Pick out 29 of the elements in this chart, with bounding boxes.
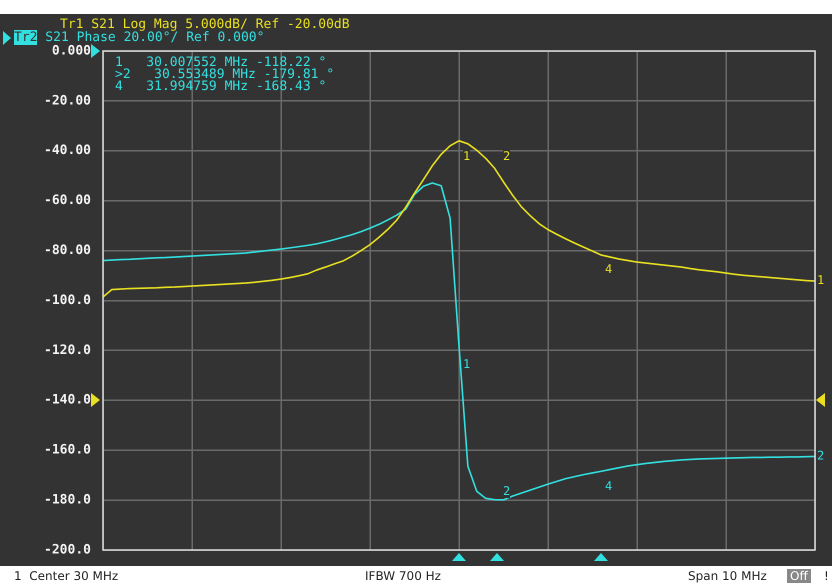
annotation: 1 30.007552 MHz -118.22 ° [115,55,326,70]
y-tick-label: -20.00 [44,93,92,108]
series-label: 2 [503,484,510,498]
text: Off [787,569,811,583]
chart-subtitle: Tr2 S21 Phase 20.00°/ Ref 0.000° [14,30,264,45]
y-tick-label: -100.0 [44,292,92,308]
y-tick-label: -200.0 [44,542,92,558]
series-label: 1 [817,273,824,288]
y-tick-label: -60.00 [44,193,92,208]
annotation: 2 [503,149,510,163]
annotation: 4 31.994759 MHz -168.43 ° [115,79,326,94]
y-tick-label: -140.0 [44,392,92,408]
y-tick-label: -40.00 [44,143,92,158]
text: Span 10 MHz [688,569,767,583]
text: IFBW 700 Hz [365,569,441,583]
annotation: 1 [463,357,470,371]
annotation: 1 [463,149,470,163]
y-tick-label: -180.0 [44,492,92,508]
y-tick-label: 0.000 [52,43,92,58]
y-tick-label: -120.0 [44,342,92,358]
annotation: 4 [605,262,612,276]
annotation: 4 [605,479,612,493]
y-tick-label: -80.00 [44,242,92,258]
text: ! [824,569,829,583]
text: 1 Center 30 MHz [14,569,118,583]
chart-title: Tr1 S21 Log Mag 5.000dB/ Ref -20.00dB [60,17,350,32]
y-tick-label: -160.0 [44,442,92,458]
text: 2 [817,448,824,463]
annotation: >2 30.553489 MHz -179.81 ° [115,67,334,82]
